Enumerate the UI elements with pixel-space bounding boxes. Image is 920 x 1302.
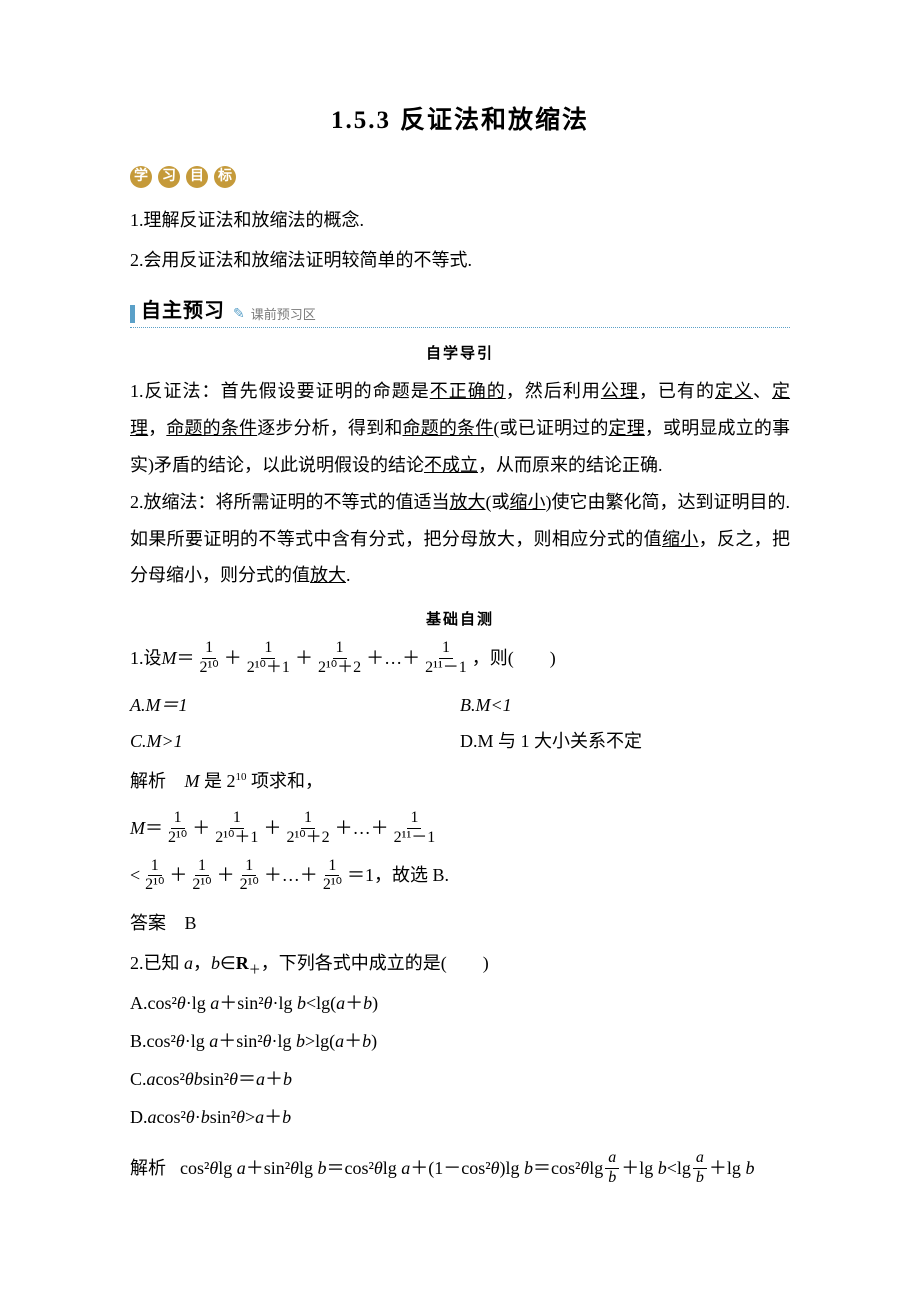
d2-u4: 放大 <box>310 565 346 585</box>
d1-u7: 定理 <box>609 418 645 438</box>
q2-option-D: D.acos²θ·bsin²θ>a＋b <box>130 1099 790 1135</box>
q2-post: ，下列各式中成立的是( ) <box>261 953 489 973</box>
d1-u8: 不成立 <box>424 455 478 475</box>
d1-t4: ， <box>148 418 166 438</box>
subheading-selftest: 基础自测 <box>130 608 790 629</box>
section-bar-accent <box>130 305 135 323</box>
d1-u6: 命题的条件 <box>403 418 494 438</box>
d1-t8: ，从而原来的结论正确. <box>478 455 663 475</box>
objectives-badge-row: 学 习 目 标 <box>130 166 790 188</box>
q1-stem: 1.设 M＝ 12¹⁰ ＋ 12¹⁰＋1 ＋ 12¹⁰＋2 ＋…＋ 12¹¹－1… <box>130 639 790 677</box>
q2-ana-frac1: ab <box>605 1149 619 1187</box>
q1-choice-A: A.M＝1 <box>130 695 188 715</box>
q1-a2-f1: 12¹⁰ <box>165 809 190 847</box>
q1-a3-f1: 12¹⁰ <box>142 857 167 895</box>
q1-a2-f4: 12¹¹－1 <box>391 809 439 847</box>
d2-u3: 缩小 <box>662 529 699 549</box>
q1-lead: 1.设 <box>130 644 162 673</box>
q1-a3-f4: 12¹⁰ <box>320 857 345 895</box>
d2-u1: 放大 <box>450 492 486 512</box>
q1-a3-lt: < <box>130 861 140 890</box>
q2-analysis: 解析 cos²θlg a＋sin²θlg b＝cos²θlg a＋(1－cos²… <box>130 1149 790 1187</box>
d1-u2: 公理 <box>601 381 639 401</box>
q2-option-A: A.cos²θ·lg a＋sin²θ·lg b<lg(a＋b) <box>130 985 790 1021</box>
definition-2: 2.放缩法：将所需证明的不等式的值适当放大(或缩小)使它由繁化简，达到证明目的.… <box>130 484 790 595</box>
q2-pre: 2.已知 <box>130 953 184 973</box>
q1-choice-B: B.M<1 <box>460 695 512 715</box>
q1-a2-f2: 12¹⁰＋1 <box>212 809 261 847</box>
q2-ana-mid: ＋lg b<lg <box>621 1154 691 1183</box>
definition-1: 1.反证法：首先假设要证明的命题是不正确的，然后利用公理，已有的定义、定理，命题… <box>130 373 790 484</box>
badge-learn-1: 学 <box>130 166 152 188</box>
section-main-label: 自主预习 <box>141 294 225 323</box>
q2-option-C: C.acos²θbsin²θ＝a＋b <box>130 1061 790 1097</box>
q2-ana-expr: cos²θlg a＋sin²θlg b＝cos²θlg a＋(1－cos²θ)l… <box>180 1154 603 1183</box>
q1-a3-f3: 12¹⁰ <box>237 857 262 895</box>
q1-ana-label: 解析 <box>130 771 166 791</box>
q1-M: M <box>162 644 177 673</box>
document-page: 1.5.3 反证法和放缩法 学 习 目 标 1.理解反证法和放缩法的概念. 2.… <box>0 0 920 1302</box>
d2-t0: 2.放缩法：将所需证明的不等式的值适当 <box>130 492 450 512</box>
d1-t2: ，已有的 <box>639 381 715 401</box>
d2-t1: (或 <box>486 492 510 512</box>
q2-R: R <box>236 953 249 973</box>
q1-ans-label: 答案 <box>130 913 166 933</box>
q1-ans-value: B <box>185 913 197 933</box>
q1-frac4: 12¹¹－1 <box>422 639 470 677</box>
q1-a2-f3: 12¹⁰＋2 <box>283 809 332 847</box>
q1-analysis-3: < 12¹⁰ ＋ 12¹⁰ ＋ 12¹⁰ ＋…＋ 12¹⁰ ＝1，故选 B. <box>130 857 790 895</box>
q1-ana1-text: 是 210 项求和， <box>204 771 323 791</box>
d2-t4: . <box>346 565 351 585</box>
q1-ana2-eq: ＝ <box>145 814 163 843</box>
title-number: 1.5.3 <box>331 107 391 134</box>
q1-choices: A.M＝1 B.M<1 C.M>1 D.M 与 1 大小关系不定 <box>130 687 790 759</box>
q2-plus: ＋ <box>249 962 261 976</box>
q1-answer: 答案 B <box>130 905 790 941</box>
q1-frac3: 12¹⁰＋2 <box>315 639 364 677</box>
q1-ana1-M: M <box>185 771 200 791</box>
badge-learn-2: 习 <box>158 166 180 188</box>
badge-learn-4: 标 <box>214 166 236 188</box>
badge-learn-3: 目 <box>186 166 208 188</box>
objective-1: 1.理解反证法和放缩法的概念. <box>130 202 790 238</box>
q1-tail: ，则( ) <box>472 644 556 673</box>
q2-stem: 2.已知 a，b∈R＋，下列各式中成立的是( ) <box>130 945 790 982</box>
q2-ab: a <box>184 953 193 973</box>
d1-u3: 定义 <box>715 381 753 401</box>
d1-t5: 逐步分析，得到和 <box>257 418 402 438</box>
q1-ana2-M: M <box>130 814 145 843</box>
q2-ana-end: ＋lg b <box>709 1154 755 1183</box>
section-sub-label: 课前预习区 <box>251 304 316 323</box>
d1-u1: 不正确的 <box>430 381 506 401</box>
q1-frac1: 12¹⁰ <box>197 639 222 677</box>
q1-p3: ＋…＋ <box>366 644 420 673</box>
q1-analysis-1: 解析 M 是 210 项求和， <box>130 763 790 799</box>
q2-ana-label: 解析 <box>130 1154 166 1183</box>
section-bar-self-study: 自主预习 ✎ 课前预习区 <box>130 294 790 328</box>
d1-u5: 命题的条件 <box>166 418 257 438</box>
q1-choice-C: C.M>1 <box>130 731 183 751</box>
d1-t0: 1.反证法：首先假设要证明的命题是 <box>130 381 430 401</box>
d1-t3: 、 <box>753 381 772 401</box>
q1-eq: ＝ <box>177 644 195 673</box>
d2-u2: 缩小 <box>510 492 546 512</box>
q2-option-B: B.cos²θ·lg a＋sin²θ·lg b>lg(a＋b) <box>130 1023 790 1059</box>
q1-a3-tail: ＝1，故选 B. <box>347 861 449 890</box>
q1-frac2: 12¹⁰＋1 <box>244 639 293 677</box>
subheading-guide: 自学导引 <box>130 342 790 363</box>
q1-a3-f2: 12¹⁰ <box>189 857 214 895</box>
q1-p1: ＋ <box>224 644 242 673</box>
page-title: 1.5.3 反证法和放缩法 <box>130 100 790 136</box>
title-text: 反证法和放缩法 <box>400 106 589 134</box>
d1-t1: ，然后利用 <box>506 381 601 401</box>
d1-t6: (或已证明过的 <box>493 418 608 438</box>
q1-p2: ＋ <box>295 644 313 673</box>
pencil-icon: ✎ <box>233 306 245 323</box>
q1-analysis-2: M＝ 12¹⁰ ＋ 12¹⁰＋1 ＋ 12¹⁰＋2 ＋…＋ 12¹¹－1 <box>130 809 790 847</box>
q1-choice-D: D.M 与 1 大小关系不定 <box>460 731 642 751</box>
q2-ana-frac2: ab <box>693 1149 707 1187</box>
objective-2: 2.会用反证法和放缩法证明较简单的不等式. <box>130 242 790 278</box>
